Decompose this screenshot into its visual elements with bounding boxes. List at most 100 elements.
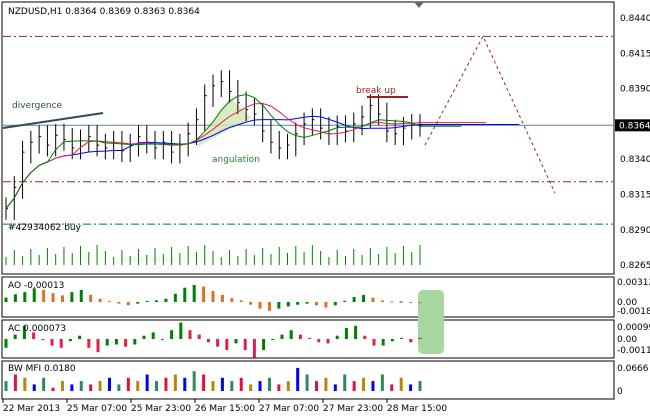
mfi-bar <box>98 381 102 391</box>
panel-3 <box>1 360 615 400</box>
ao-bar <box>70 292 74 302</box>
ao-y-tick: 0.00312 <box>617 278 650 288</box>
ac-bar <box>114 339 118 345</box>
forecast-path <box>424 35 556 194</box>
mfi-bar <box>399 377 403 391</box>
mfi-bar <box>380 374 384 391</box>
ac-bar <box>298 334 302 339</box>
ao-bar <box>183 287 187 302</box>
ac-bar <box>390 339 394 342</box>
ac-bar <box>96 339 100 353</box>
ao-bar <box>4 297 8 302</box>
ao-bar <box>145 300 149 302</box>
mfi-bar <box>192 371 196 391</box>
y-tick-label: 0.8390 <box>620 85 650 95</box>
mfi-bar <box>164 377 168 391</box>
mfi-bar <box>362 377 366 391</box>
ac-bar <box>50 339 54 346</box>
mfi-bar <box>220 377 224 391</box>
mfi-bar <box>324 377 328 391</box>
ao-bar <box>277 302 281 309</box>
alligator-lips <box>5 93 462 209</box>
ac-y-tick: 0.00 <box>617 335 637 345</box>
ac-bar <box>188 330 192 339</box>
ac-bar <box>418 337 422 339</box>
current-price-label: 0.8364 <box>619 121 650 131</box>
mfi-bar <box>249 384 253 391</box>
mfi-bar <box>183 377 187 391</box>
panel-2 <box>1 319 615 359</box>
mfi-bar <box>145 374 149 391</box>
y-tick-label: 0.8440 <box>620 14 650 24</box>
ac-bar <box>400 337 404 339</box>
mfi-bar <box>286 381 290 391</box>
mfi-bar <box>60 381 64 391</box>
ac-bar <box>326 339 330 344</box>
ao-bar <box>98 298 102 302</box>
mfi-bar <box>32 384 36 391</box>
ac-bar <box>335 335 339 339</box>
ao-bar <box>267 302 271 311</box>
divergence-label: divergence <box>12 101 63 111</box>
y-tick-label: 0.8265 <box>620 261 650 271</box>
mfi-bar <box>126 377 130 391</box>
ao-bar <box>399 301 403 303</box>
ao-bar <box>258 302 262 309</box>
ac-bar <box>160 339 164 341</box>
ao-bar <box>117 302 121 304</box>
mfi-bar <box>267 377 271 391</box>
ac-bar <box>381 339 385 346</box>
mfi-bar <box>211 381 215 391</box>
ao-bar <box>333 302 337 306</box>
ao-bar <box>155 300 159 302</box>
ac-bar <box>344 328 348 339</box>
ao-bar <box>371 297 375 302</box>
mfi-y-tick: 0.0666 <box>617 364 649 374</box>
ac-bar <box>363 335 367 339</box>
mfi-bar <box>371 381 375 391</box>
mfi-bar <box>230 381 234 391</box>
ao-bar <box>249 302 253 305</box>
mfi-bar <box>42 377 46 391</box>
mfi-bar <box>136 381 140 391</box>
x-tick-label: 28 Mar 15:00 <box>387 404 447 414</box>
mfi-bar <box>202 374 206 391</box>
panel-0 <box>1 1 615 275</box>
ac-bar <box>22 325 26 339</box>
ac-bar <box>243 339 247 350</box>
ac-bar <box>216 339 220 347</box>
mfi-bar <box>89 384 93 391</box>
ac-bar <box>133 339 137 345</box>
ac-y-tick: -0.00113 <box>617 346 650 356</box>
ao-bar <box>343 300 347 302</box>
mfi-bar <box>418 381 422 391</box>
mfi-bar <box>51 387 55 391</box>
ac-label: AC 0.000073 <box>8 324 66 334</box>
ac-bar <box>41 339 45 341</box>
ao-bar <box>305 302 309 304</box>
ao-bar <box>296 302 300 305</box>
alligator-jaw <box>5 115 520 209</box>
mfi-bar <box>277 384 281 391</box>
ao-bar <box>32 288 36 302</box>
ao-bar <box>13 294 17 302</box>
y-tick-label: 0.8290 <box>620 226 650 236</box>
x-tick-label: 22 Mar 2013 <box>3 404 60 414</box>
ao-bar <box>362 294 366 302</box>
x-tick-label: 27 Mar 07:00 <box>259 404 319 414</box>
ac-bar <box>317 339 321 343</box>
ac-bar <box>170 330 174 339</box>
ao-bar <box>79 289 83 302</box>
ao-y-tick: 0.00 <box>617 298 637 308</box>
ac-bar <box>280 334 284 339</box>
ac-bar <box>4 339 8 348</box>
ao-bar <box>192 284 196 302</box>
mfi-bar <box>79 381 83 391</box>
ao-bar <box>390 301 394 303</box>
ac-bar <box>142 335 146 339</box>
ao-bar <box>286 302 290 307</box>
ac-bar <box>13 334 17 339</box>
y-tick-label: 0.8415 <box>620 49 650 59</box>
mfi-bar <box>108 377 111 391</box>
